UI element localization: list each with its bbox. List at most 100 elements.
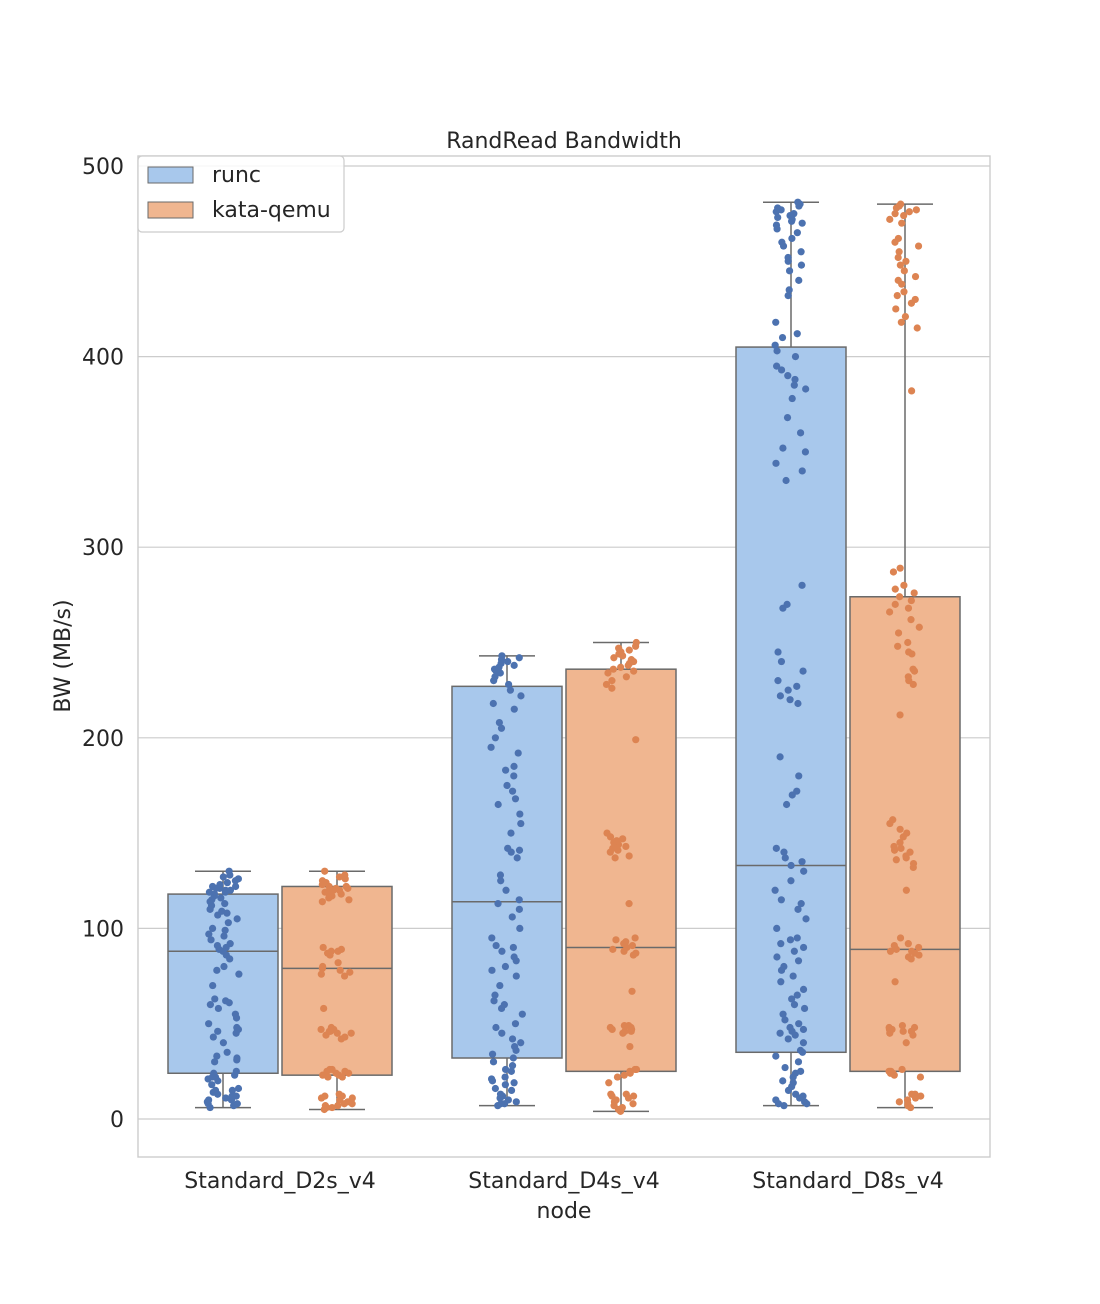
- data-point: [894, 253, 902, 262]
- data-point: [784, 1035, 792, 1043]
- data-point: [908, 947, 916, 955]
- data-point: [898, 219, 906, 227]
- data-point: [906, 848, 914, 856]
- data-point: [794, 957, 803, 965]
- data-point: [798, 581, 806, 589]
- data-point: [506, 686, 515, 694]
- data-point: [892, 305, 900, 313]
- data-point: [782, 800, 791, 809]
- data-point: [625, 646, 633, 654]
- data-point: [224, 919, 232, 927]
- data-point: [780, 848, 788, 856]
- data-point: [219, 873, 227, 881]
- data-point: [341, 1033, 349, 1041]
- data-point: [886, 215, 894, 223]
- data-point: [786, 696, 794, 704]
- data-point: [798, 467, 806, 475]
- data-point: [605, 1079, 613, 1087]
- data-point: [205, 930, 213, 938]
- data-point: [915, 943, 923, 952]
- data-point: [502, 766, 510, 774]
- data-point: [488, 934, 496, 942]
- data-point: [902, 1039, 910, 1047]
- data-point: [784, 253, 792, 262]
- data-point: [797, 248, 805, 256]
- data-point: [233, 1023, 241, 1032]
- data-point: [795, 1020, 803, 1028]
- data-point: [318, 877, 327, 885]
- data-point: [795, 276, 803, 284]
- axes-layer: 0 100 200 300 400 500 Standard_D2s_v4 Standard_…: [82, 155, 944, 1194]
- data-point: [231, 882, 240, 891]
- data-point: [790, 1001, 799, 1009]
- data-point: [501, 1065, 510, 1074]
- data-point: [220, 962, 228, 971]
- data-point: [771, 341, 779, 349]
- data-point: [510, 772, 518, 780]
- data-point: [612, 936, 620, 944]
- data-point: [773, 347, 781, 355]
- data-point: [220, 932, 228, 940]
- data-point: [784, 372, 792, 380]
- data-point: [799, 667, 807, 675]
- data-point: [777, 978, 785, 986]
- data-point: [613, 837, 621, 845]
- data-point: [205, 1020, 213, 1028]
- box-body: [167, 893, 279, 1075]
- data-point: [777, 366, 786, 374]
- data-point: [622, 673, 630, 681]
- data-point: [891, 585, 899, 593]
- data-point: [205, 888, 214, 896]
- data-point: [510, 1079, 518, 1087]
- data-point: [233, 915, 241, 923]
- data-point: [604, 669, 612, 677]
- data-point: [773, 953, 781, 961]
- data-point: [206, 1001, 214, 1009]
- data-point: [505, 680, 513, 689]
- data-point: [896, 261, 904, 269]
- plot-area: [138, 156, 990, 1157]
- data-point: [508, 913, 516, 921]
- data-point: [783, 600, 791, 608]
- data-point: [491, 991, 499, 999]
- data-point: [317, 1025, 325, 1034]
- data-point: [223, 879, 231, 887]
- data-point: [777, 940, 785, 948]
- data-point: [209, 882, 217, 891]
- data-point: [790, 381, 798, 389]
- box-runc-Standard_D4s_v4: [451, 655, 563, 1107]
- data-point: [913, 324, 921, 332]
- data-point: [632, 949, 640, 957]
- data-point: [630, 667, 638, 675]
- data-point: [792, 1090, 800, 1098]
- data-point: [233, 1054, 241, 1062]
- data-point: [496, 1090, 505, 1098]
- data-point: [324, 888, 332, 896]
- data-point: [334, 1102, 342, 1110]
- data-point: [907, 596, 915, 605]
- data-point: [511, 1020, 520, 1028]
- data-point: [897, 844, 905, 852]
- data-point: [779, 1010, 787, 1018]
- data-point: [889, 816, 897, 824]
- data-point: [902, 886, 910, 894]
- data-point: [491, 673, 499, 681]
- data-point: [901, 312, 910, 321]
- data-point: [208, 1081, 216, 1089]
- data-point: [514, 749, 522, 757]
- data-point: [603, 829, 611, 837]
- data-point: [210, 1069, 218, 1077]
- data-point: [799, 943, 808, 952]
- data-point: [234, 875, 242, 883]
- data-point: [790, 210, 798, 218]
- y-axis-label: BW (MB/s): [51, 599, 76, 712]
- data-point: [778, 333, 787, 342]
- data-point: [798, 858, 806, 866]
- data-point: [896, 825, 904, 833]
- data-point: [896, 839, 904, 847]
- data-point: [774, 648, 782, 656]
- data-point: [225, 867, 233, 875]
- data-point: [915, 623, 923, 631]
- data-point: [900, 267, 908, 275]
- data-point: [799, 1025, 808, 1034]
